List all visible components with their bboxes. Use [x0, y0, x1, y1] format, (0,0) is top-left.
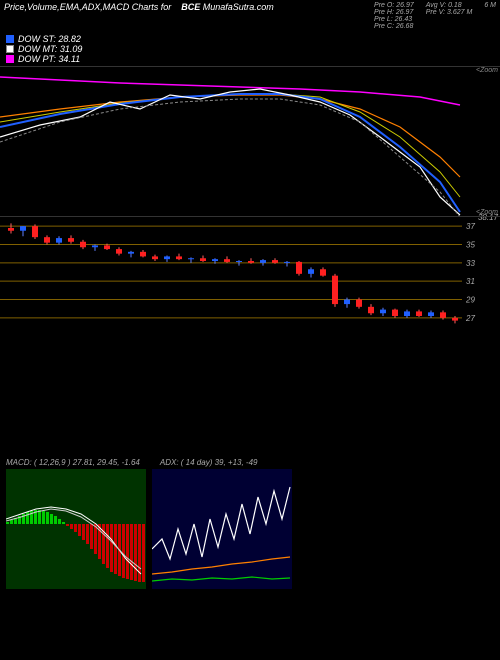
macd-label: MACD:: [6, 458, 32, 467]
svg-text:27: 27: [465, 314, 475, 323]
swatch-st: [6, 35, 14, 43]
pre-open: Pre O: 26.97: [374, 2, 414, 9]
adx-label: ADX:: [160, 458, 179, 467]
macd-values: ( 12,26,9 ) 27.81, 29.45, -1.64: [34, 458, 140, 467]
legend-pt: DOW PT: 34.11: [18, 54, 80, 64]
legend-mt: DOW MT: 31.09: [18, 44, 82, 54]
chart-header: Price,Volume,EMA,ADX,MACD Charts for BCE…: [0, 0, 500, 32]
swatch-mt: [6, 45, 14, 53]
ohlc-stats: Pre O: 26.97 Avg V: 0.18 6 M Pre H: 26.9…: [374, 2, 496, 30]
adx-chart: [152, 469, 292, 589]
macd-chart: [6, 469, 146, 589]
svg-text:33: 33: [466, 259, 475, 268]
macd-adx-header: MACD: ( 12,26,9 ) 27.81, 29.45, -1.64 AD…: [0, 456, 500, 469]
zoom-top[interactable]: <Zoom: [476, 67, 498, 74]
svg-text:29: 29: [465, 296, 475, 305]
pre-high: Pre H: 26.97: [374, 9, 414, 16]
candle-chart: 27 29 31 33 35 37: [0, 217, 480, 327]
pre-vol: Pre V: 3.627 M: [426, 9, 473, 16]
swatch-pt: [6, 55, 14, 63]
volume-spacer: [0, 326, 500, 456]
avg-vol: Avg V: 0.18: [426, 2, 473, 9]
period: 6 M: [484, 2, 496, 9]
pre-close: Pre C: 26.68: [374, 23, 414, 30]
svg-text:37: 37: [466, 222, 475, 231]
ema-chart: [0, 67, 480, 217]
svg-text:31: 31: [466, 277, 475, 286]
candle-panel: 27 29 31 33 35 37: [0, 216, 500, 326]
ema-panel: <Zoom 38.17 <Zoom: [0, 66, 500, 216]
bottom-charts: [0, 469, 500, 595]
ticker-symbol: BCE: [181, 2, 200, 12]
title-prefix: Price,Volume,EMA,ADX,MACD Charts for: [4, 2, 171, 12]
legend: DOW ST: 28.82 DOW MT: 31.09 DOW PT: 34.1…: [0, 32, 500, 66]
legend-st: DOW ST: 28.82: [18, 34, 81, 44]
site-name: MunafaSutra.com: [203, 2, 274, 12]
adx-values: ( 14 day) 39, +13, -49: [181, 458, 258, 467]
pre-low: Pre L: 26.43: [374, 16, 414, 23]
svg-text:35: 35: [466, 241, 475, 250]
zoom-bottom[interactable]: <Zoom: [476, 209, 498, 216]
